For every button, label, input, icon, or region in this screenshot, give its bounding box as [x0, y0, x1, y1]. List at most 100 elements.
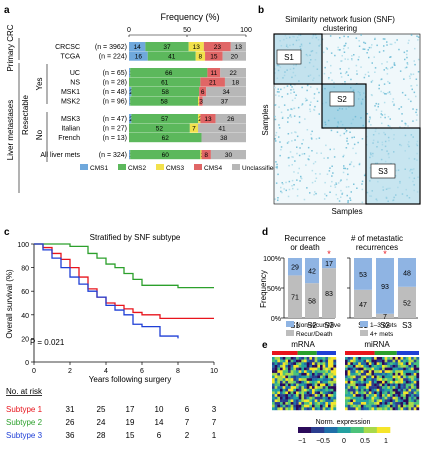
bar-value-label: 18 — [232, 80, 240, 87]
risk-title: No. at risk — [6, 387, 43, 396]
bar-segment-unclassified — [230, 42, 246, 52]
panel-label-a: a — [4, 5, 10, 16]
d-legend-label: Recur/Death — [296, 331, 333, 338]
risk-row-name: Subtype 1 — [6, 405, 43, 414]
row-name: French — [58, 135, 80, 142]
legend-label-cms2: CMS2 — [128, 165, 146, 172]
bar-value-label: 60 — [162, 152, 170, 159]
d-legend-swatch — [286, 330, 294, 336]
d-bar-top-label: 53 — [359, 272, 367, 279]
km-ytick-label: 0 — [25, 360, 29, 367]
bar-segment-unclassified — [206, 87, 246, 97]
km-ytick-label: 100 — [17, 242, 29, 249]
cluster-label-s2: S2 — [337, 95, 347, 104]
e-colorbar: −1 −0.5 0 0.5 1 — [298, 427, 391, 445]
risk-value: 17 — [126, 405, 135, 414]
panel-label-e: e — [262, 340, 268, 351]
km-series — [34, 243, 214, 339]
bar-segment-cms2 — [130, 96, 199, 106]
d-bar-bottom-label: 52 — [403, 300, 411, 307]
panel-b-snf-heatmap: Similarity network fusion (SNF) clusteri… — [261, 15, 421, 216]
risk-value: 25 — [97, 405, 106, 414]
bar-value-label: 58 — [162, 89, 170, 96]
risk-value: 31 — [66, 405, 75, 414]
d-significance-star: * — [327, 249, 331, 259]
panel-b-ylabel: Samples — [261, 104, 270, 135]
legend-swatch-unclassified — [232, 164, 240, 170]
bar-value-label: 21 — [209, 80, 217, 87]
d-bar-top — [322, 258, 336, 269]
bar-value-label: 58 — [160, 99, 168, 106]
bar-value-label: 22 — [230, 70, 238, 77]
legend-label-cms4: CMS4 — [204, 165, 222, 172]
bar-segment-cms2 — [129, 133, 202, 143]
panel-a-tick-100: 100 — [240, 27, 252, 34]
d-bar-bottom-label: 47 — [359, 302, 367, 309]
bar-segment-cms2 — [129, 123, 190, 133]
bar-value-label: 2 — [198, 116, 202, 123]
row-name: TCGA — [61, 54, 81, 61]
e-scale-tick: 0.5 — [360, 438, 370, 445]
row-name: MSK2 — [61, 99, 80, 106]
risk-value: 10 — [155, 405, 164, 414]
bar-value-label: 62 — [162, 135, 170, 142]
bar-segment-cms1 — [129, 42, 146, 52]
legend-label-cms3: CMS3 — [166, 165, 184, 172]
bar-segment-cms3 — [189, 123, 199, 133]
bar-value-label: 15 — [210, 54, 218, 61]
row-name: MSK3 — [61, 116, 80, 123]
km-line-subtype-3 — [34, 243, 179, 339]
bar-value-label: 23 — [214, 44, 222, 51]
bar-segment-cms1 — [129, 51, 148, 61]
bar-segment-unclassified — [220, 68, 246, 78]
d-bar-top — [354, 258, 372, 290]
e-mrna-label: mRNA — [291, 340, 315, 349]
km-ytick-label: 40 — [21, 313, 29, 320]
panel-b-subtitle: clustering — [323, 24, 357, 33]
bar-value-label: 34 — [222, 89, 230, 96]
bar-segment-unclassified — [202, 96, 246, 106]
bar-value-label: 38 — [220, 135, 228, 142]
d-bar-bottom-label: 7 — [383, 314, 387, 321]
bar-segment-unclassified — [210, 150, 246, 160]
risk-value: 19 — [126, 418, 135, 427]
d-bar-bottom — [288, 275, 302, 318]
bar-value-label: 13 — [193, 44, 201, 51]
row-n: (n = 13) — [103, 135, 127, 142]
row-n: (n = 47) — [103, 116, 127, 123]
km-xtick-label: 2 — [68, 368, 72, 375]
bar-segment-cms2 — [130, 68, 208, 78]
risk-value: 1 — [212, 431, 217, 440]
bar-segment-cms2 — [130, 150, 201, 160]
bar-segment-cms4 — [205, 51, 223, 61]
panel-a-title: Frequency (%) — [160, 12, 219, 22]
legend-label-unclassified: Unclassified — [242, 165, 277, 172]
km-ytick-label: 60 — [21, 289, 29, 296]
d-bar-top-label: 29 — [291, 265, 299, 272]
d-cat-label: S2 — [307, 321, 317, 330]
risk-value: 7 — [185, 418, 190, 427]
d-bar-bottom-label: 71 — [291, 295, 299, 302]
legend-swatch-cms3 — [156, 164, 164, 170]
panel-label-b: b — [258, 5, 264, 16]
bar-segment-cms1 — [129, 150, 131, 160]
panel-a-tick-50: 50 — [183, 27, 191, 34]
km-ytick-label: 20 — [21, 336, 29, 343]
bar-segment-cms4 — [203, 42, 231, 52]
d-bar-top — [288, 258, 302, 276]
bar-segment-unclassified — [198, 123, 246, 133]
d-left-title-2: or death — [290, 243, 319, 252]
panel-b-title: Similarity network fusion (SNF) — [285, 15, 395, 24]
legend-swatch-cms2 — [118, 164, 126, 170]
bar-segment-unclassified — [201, 133, 246, 143]
bar-value-label: 52 — [156, 126, 164, 133]
bar-segment-cms4 — [201, 150, 211, 160]
d-right-title-2: recurrences — [356, 243, 398, 252]
bar-segment-cms1 — [129, 96, 131, 106]
cluster-label-s1: S1 — [284, 53, 294, 62]
bar-segment-cms2 — [131, 87, 200, 97]
d-bar-top — [398, 258, 416, 287]
d-legend-swatch — [360, 330, 368, 336]
